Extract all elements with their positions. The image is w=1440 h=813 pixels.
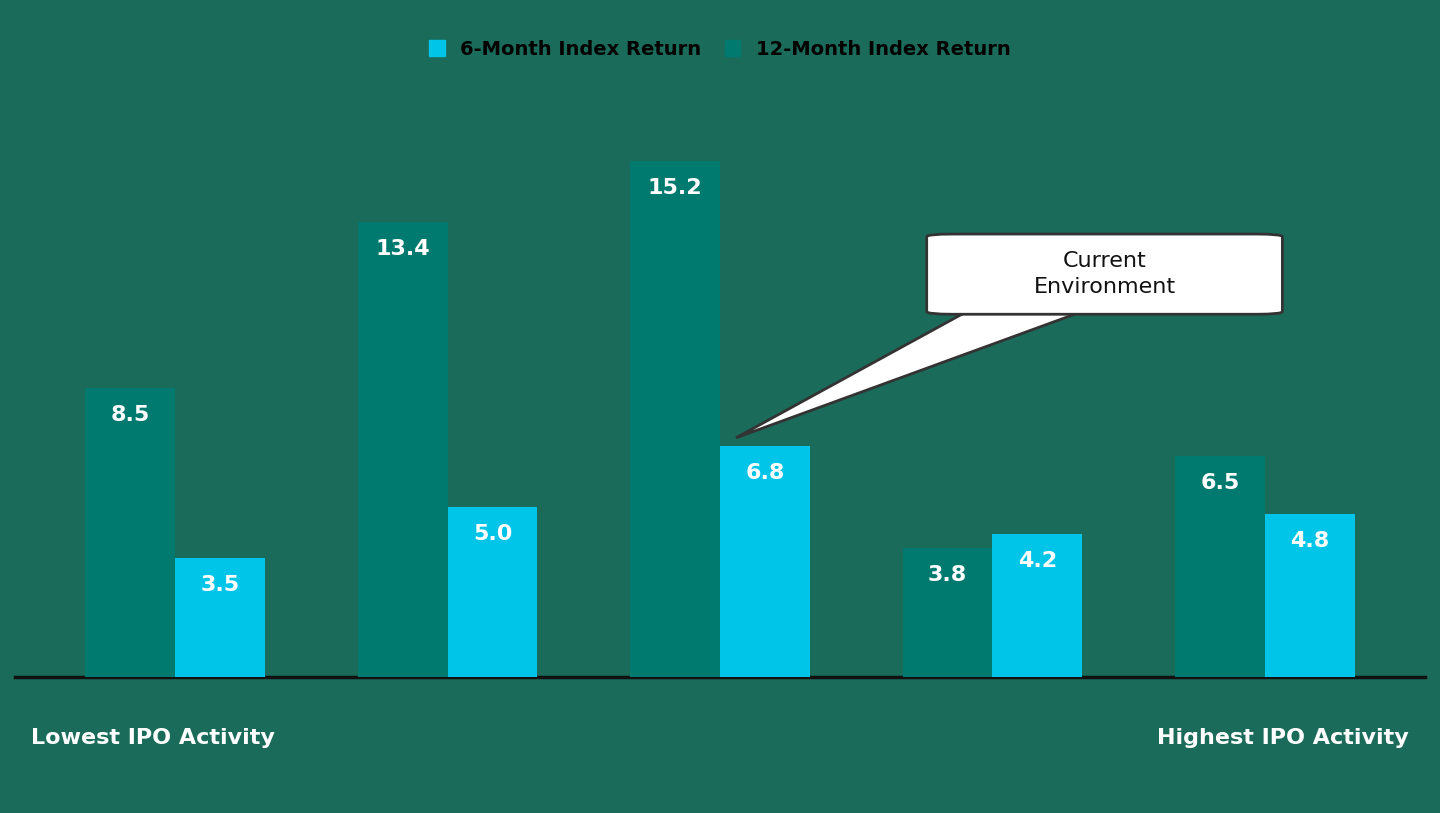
Text: Current
Environment: Current Environment	[1034, 251, 1175, 298]
Text: 8.5: 8.5	[111, 405, 150, 425]
Text: Highest IPO Activity: Highest IPO Activity	[1158, 728, 1408, 748]
Bar	[176, 558, 265, 677]
Text: 4.2: 4.2	[1018, 551, 1057, 572]
Bar	[85, 388, 176, 677]
Bar	[1175, 456, 1264, 677]
Text: 3.8: 3.8	[927, 565, 968, 585]
FancyBboxPatch shape	[927, 234, 1283, 315]
Text: 15.2: 15.2	[648, 177, 703, 198]
Bar	[720, 446, 809, 677]
Text: 6.5: 6.5	[1201, 473, 1240, 493]
Bar	[631, 160, 720, 677]
Bar	[992, 534, 1081, 677]
Text: 6.8: 6.8	[744, 463, 785, 483]
Text: 3.5: 3.5	[200, 575, 239, 595]
Text: 4.8: 4.8	[1290, 531, 1329, 551]
Legend: 6-Month Index Return, 12-Month Index Return: 6-Month Index Return, 12-Month Index Ret…	[422, 33, 1018, 67]
Bar	[1264, 514, 1355, 677]
Bar	[903, 548, 992, 677]
Text: 5.0: 5.0	[472, 524, 513, 544]
Bar	[963, 307, 1086, 312]
Bar	[359, 222, 448, 677]
Bar	[448, 507, 537, 677]
Text: Lowest IPO Activity: Lowest IPO Activity	[32, 728, 275, 748]
Polygon shape	[736, 311, 1081, 438]
Text: 13.4: 13.4	[376, 239, 431, 259]
